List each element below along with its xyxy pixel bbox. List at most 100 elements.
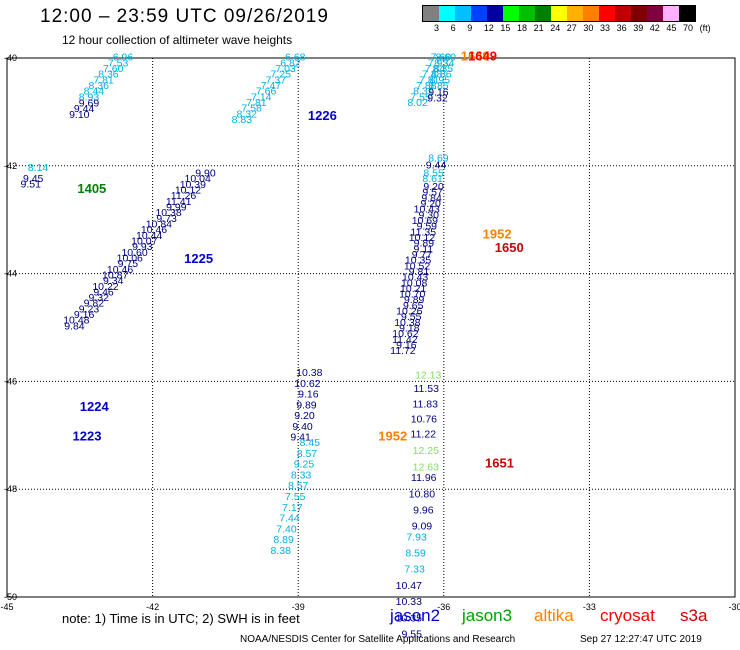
legend-label: 45 <box>666 23 677 33</box>
swh-reading: 10.22 <box>92 281 118 293</box>
lon-tick-label: -39 <box>292 602 305 612</box>
satellite-legend-s3a: s3a <box>680 606 708 625</box>
swh-reading: 10.08 <box>401 277 427 289</box>
swh-reading: 7.60 <box>431 52 452 64</box>
swh-reading: 9.09 <box>412 521 433 533</box>
swh-reading: 9.25 <box>294 459 315 471</box>
swh-reading: 9.84 <box>64 320 85 332</box>
swh-reading: 6.82 <box>280 57 301 69</box>
swh-reading: 10.35 <box>396 612 422 624</box>
lat-tick-label: -46 <box>4 376 17 386</box>
swh-reading: 9.89 <box>414 238 435 250</box>
swh-reading: 9.89 <box>296 399 317 411</box>
legend-label: 42 <box>649 23 660 33</box>
pass-id-label: 1650 <box>495 240 524 255</box>
lat-tick-label: -44 <box>4 269 17 279</box>
swh-reading: 9.30 <box>419 209 440 221</box>
swh-reading: 7.53 <box>108 57 129 69</box>
swh-reading: 11.96 <box>411 472 437 484</box>
swh-reading: 8.83 <box>232 114 253 126</box>
swh-reading: 8.44 <box>84 86 105 98</box>
swh-reading: 9.51 <box>21 179 42 191</box>
legend-swatch <box>439 6 455 21</box>
legend-label: 39 <box>633 23 644 33</box>
swh-reading: 9.73 <box>156 213 177 225</box>
legend-swatch <box>679 6 695 21</box>
swh-reading: 10.80 <box>409 488 435 500</box>
swh-reading: 8.85 <box>428 80 449 92</box>
swh-reading: 9.69 <box>79 98 100 110</box>
swh-reading: 7.25 <box>270 69 291 81</box>
generated-timestamp: Sep 27 12:27:47 UTC 2019 <box>580 634 702 645</box>
swh-reading: 6.68 <box>285 52 306 64</box>
legend-label: 9 <box>467 23 473 33</box>
swh-reading: 8.89 <box>273 534 294 546</box>
swh-reading: 9.89 <box>404 294 425 306</box>
swh-reading: 7.93 <box>406 531 427 543</box>
swh-reading: 9.44 <box>426 159 447 171</box>
swh-reading: 8.60 <box>435 52 456 64</box>
swh-reading: 9.11 <box>413 243 433 255</box>
swh-reading: 8.95 <box>430 74 451 86</box>
swh-reading: 9.16 <box>428 87 449 99</box>
legend-swatch <box>567 6 583 21</box>
swh-reading: 9.55 <box>402 628 423 640</box>
legend-label: 3 <box>434 23 440 33</box>
pass-id-label: 1224 <box>80 399 110 414</box>
swh-reading: 10.48 <box>63 315 89 327</box>
swh-reading: 8.34 <box>434 57 455 69</box>
swh-reading: 11.26 <box>171 190 197 202</box>
swh-reading: 8.93 <box>79 91 100 103</box>
map-frame <box>6 57 736 598</box>
legend-swatch <box>471 6 487 21</box>
swh-reading: 11.42 <box>392 334 418 346</box>
swh-reading: 8.02 <box>407 97 428 109</box>
lon-tick-label: -33 <box>583 602 596 612</box>
swh-reading: 10.60 <box>121 247 147 259</box>
swh-reading: 9.20 <box>423 181 444 193</box>
legend-label: 33 <box>600 23 611 33</box>
swh-reading: 10.07 <box>131 235 157 247</box>
swh-reading: 10.46 <box>107 264 133 276</box>
swh-reading: 9.44 <box>74 103 95 115</box>
swh-reading: 10.47 <box>396 580 422 592</box>
swh-reading: 10.87 <box>102 269 128 281</box>
swh-reading: 10.38 <box>155 207 181 219</box>
swh-reading: 9.59 <box>417 221 438 233</box>
page-title: 12:00 – 23:59 UTC 09/26/2019 <box>40 6 329 27</box>
swh-reading: 10.46 <box>141 224 167 236</box>
pass-id-label: 1225 <box>184 251 213 266</box>
swh-reading: 8.61 <box>422 173 443 185</box>
swh-reading: 9.45 <box>23 173 44 185</box>
swh-reading: 10.62 <box>294 378 320 390</box>
swh-reading: 8.55 <box>423 168 444 180</box>
swh-reading: 9.34 <box>103 275 124 287</box>
swh-reading: 8.36 <box>98 69 119 81</box>
swh-reading: 7.37 <box>266 74 287 86</box>
lat-tick-label: -50 <box>4 592 17 602</box>
legend-label: 27 <box>566 23 577 33</box>
swh-reading: 8.57 <box>288 480 309 492</box>
swh-reading: 7.17 <box>282 502 303 514</box>
legend-swatch <box>519 6 535 21</box>
swh-reading: 10.52 <box>404 260 430 272</box>
swh-reading: 10.44 <box>136 230 162 242</box>
legend-swatch <box>647 6 663 21</box>
pass-id-label: 1405 <box>77 181 106 196</box>
legend-label: 12 <box>483 23 494 33</box>
swh-reading: 8.69 <box>428 152 449 164</box>
swh-reading: 11.22 <box>411 428 437 440</box>
swh-reading: 7.81 <box>93 74 114 86</box>
swh-reading: 10.76 <box>411 413 437 425</box>
swh-reading: 9.82 <box>84 298 105 310</box>
swh-reading: 10.38 <box>394 317 420 329</box>
swh-reading: 9.32 <box>427 92 448 104</box>
swh-reading: 9.10 <box>69 109 90 121</box>
swh-reading: 9.96 <box>413 504 434 516</box>
color-legend-bar <box>422 5 696 22</box>
pass-id-label: 1952 <box>378 429 407 444</box>
swh-reading: 11.35 <box>411 226 437 238</box>
swh-reading: 9.93 <box>132 241 153 253</box>
pass-id-label: 1952 <box>483 227 512 242</box>
swh-reading: 8.32 <box>237 108 258 120</box>
